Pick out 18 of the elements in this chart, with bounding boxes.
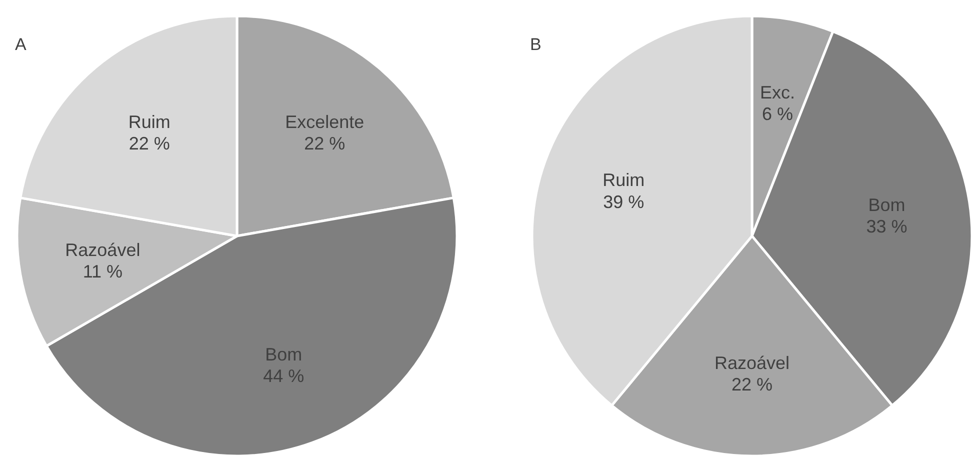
slice-label: Razoável <box>65 240 140 260</box>
slice-label: Bom <box>265 344 302 365</box>
slice-label: Excelente <box>285 112 364 132</box>
text: B <box>530 35 542 54</box>
data-label: 44 % <box>263 366 304 386</box>
data-label: 39 % <box>603 192 644 212</box>
data-label: 22 % <box>731 374 773 394</box>
slice-label: Exc. <box>760 82 796 102</box>
data-label: 33 % <box>866 216 908 237</box>
slice-label: Ruim <box>602 170 645 190</box>
slice-label: Razoável <box>714 352 790 373</box>
data-label: 22 % <box>128 134 170 154</box>
slice-label: Ruim <box>128 112 170 132</box>
slice-label: Bom <box>868 195 906 216</box>
data-label: 22 % <box>304 134 346 154</box>
data-label: 6 % <box>762 104 794 124</box>
data-label: 11 % <box>82 262 123 282</box>
text: A <box>15 35 27 54</box>
